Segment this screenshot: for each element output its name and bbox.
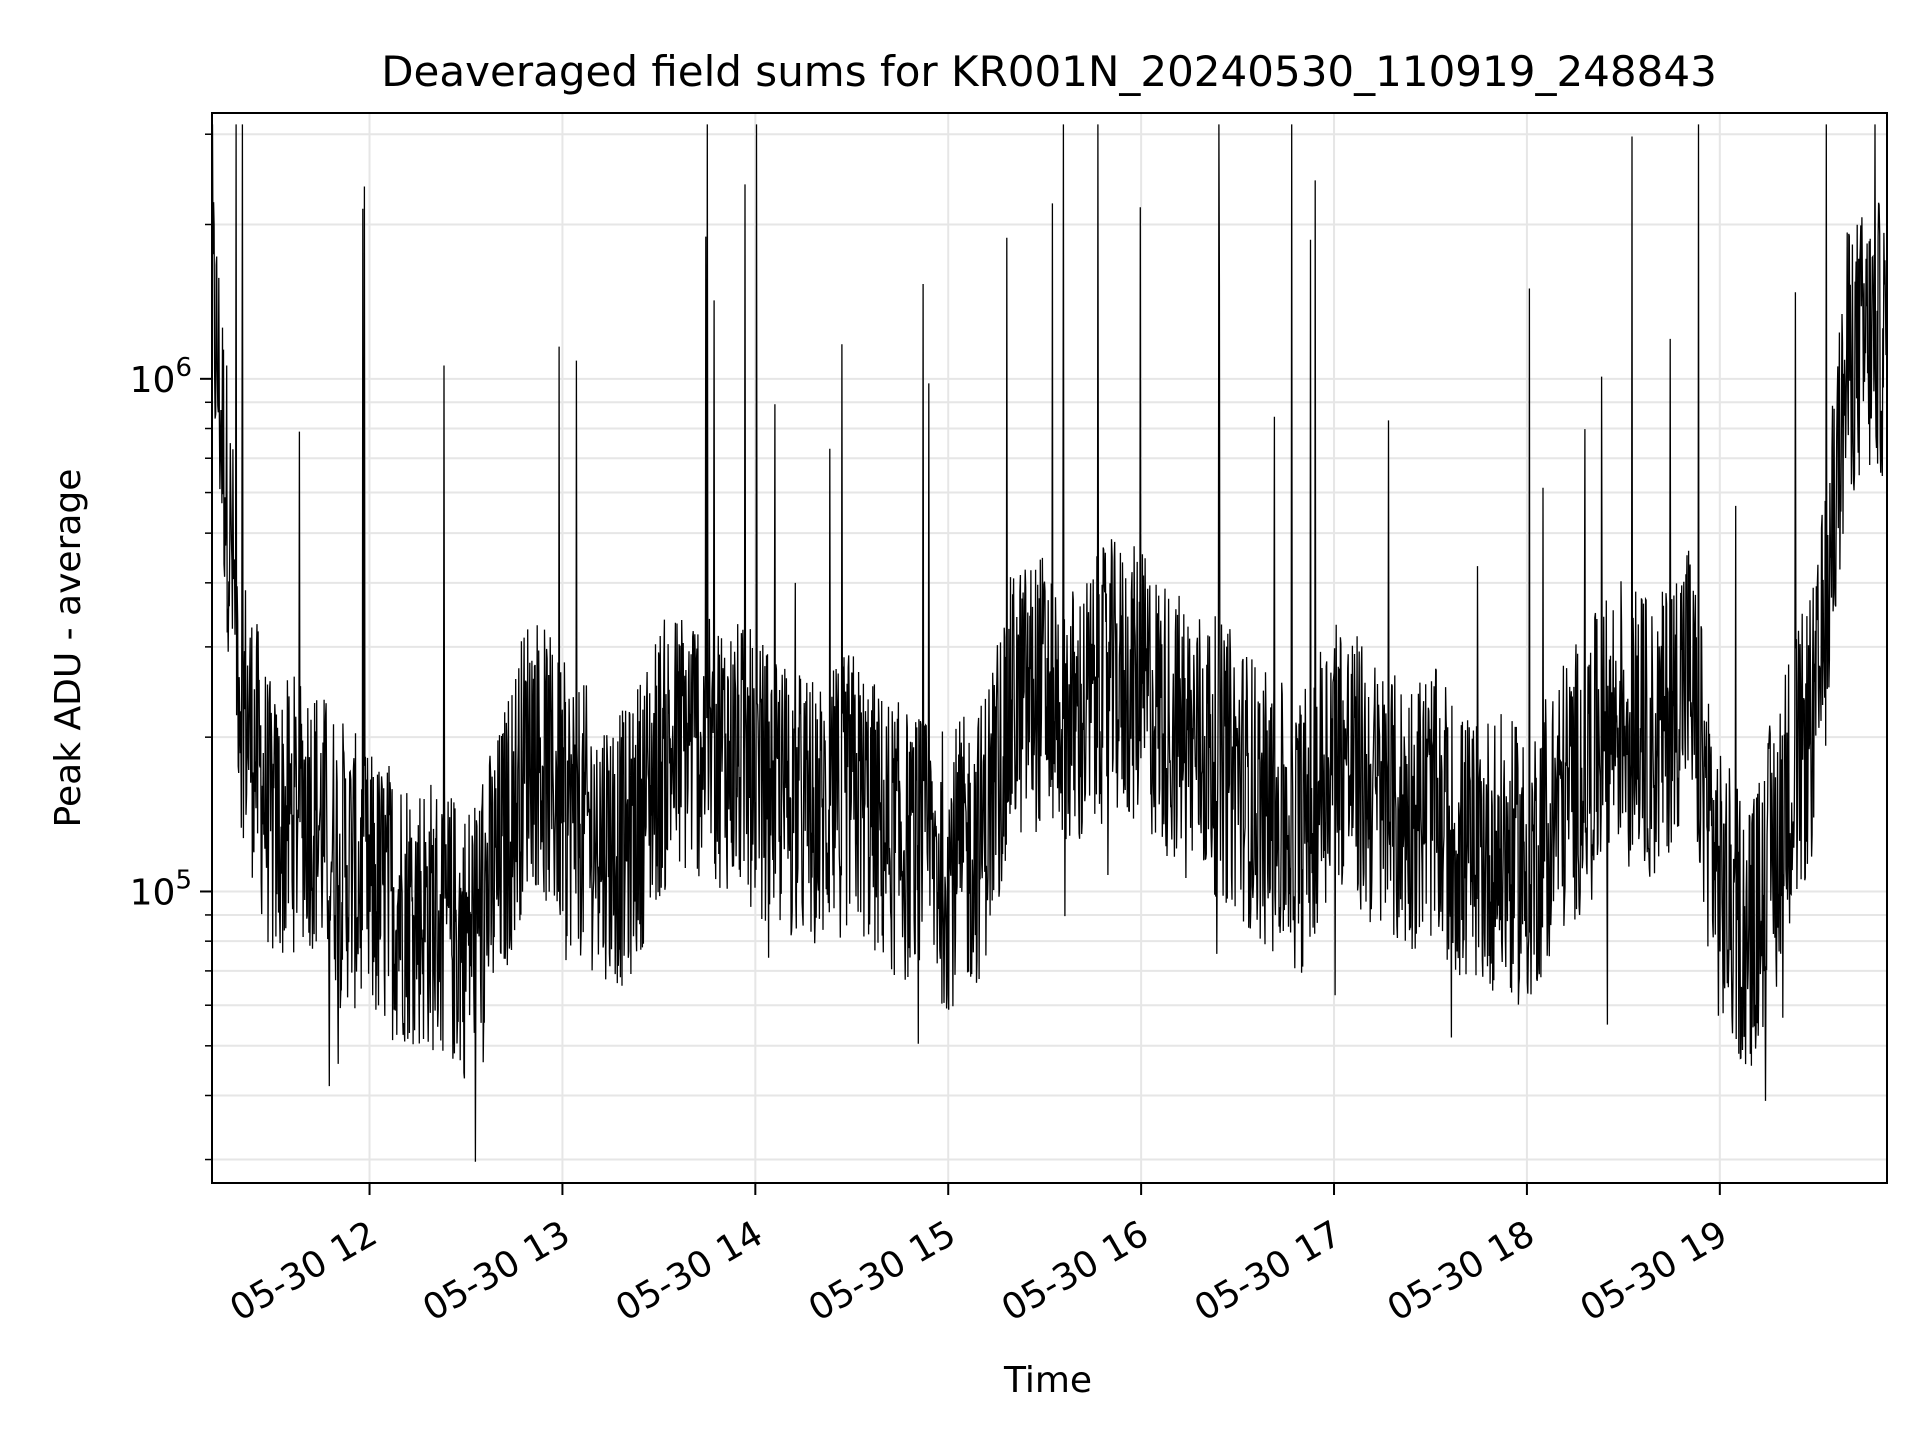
x-tick-label: 05-30 15 [802, 1213, 963, 1329]
x-tick-label: 05-30 19 [1574, 1213, 1735, 1329]
x-axis-label: Time [1003, 1360, 1092, 1401]
x-tick-label: 05-30 12 [223, 1213, 384, 1329]
data-series [211, 124, 1888, 1162]
x-tick-label: 05-30 17 [1188, 1213, 1349, 1329]
x-tick-label: 05-30 16 [995, 1213, 1156, 1329]
x-tick-label: 05-30 13 [416, 1213, 577, 1329]
plot-frame [211, 112, 1888, 1184]
x-axis-ticks: 05-30 12 05-30 13 05-30 14 05-30 15 05-30 16… [223, 1183, 1734, 1330]
chart-title: Deaveraged field sums for KR001N_2024053… [381, 47, 1717, 96]
series-line [211, 124, 1888, 1162]
x-tick-label: 05-30 18 [1381, 1213, 1542, 1329]
y-axis-ticks: 105 106 [130, 133, 212, 1161]
y-tick-label: 106 [130, 353, 192, 401]
y-axis-label: Peak ADU - average [48, 469, 89, 828]
y-tick-label: 105 [130, 865, 192, 913]
x-tick-label: 05-30 14 [609, 1213, 770, 1329]
